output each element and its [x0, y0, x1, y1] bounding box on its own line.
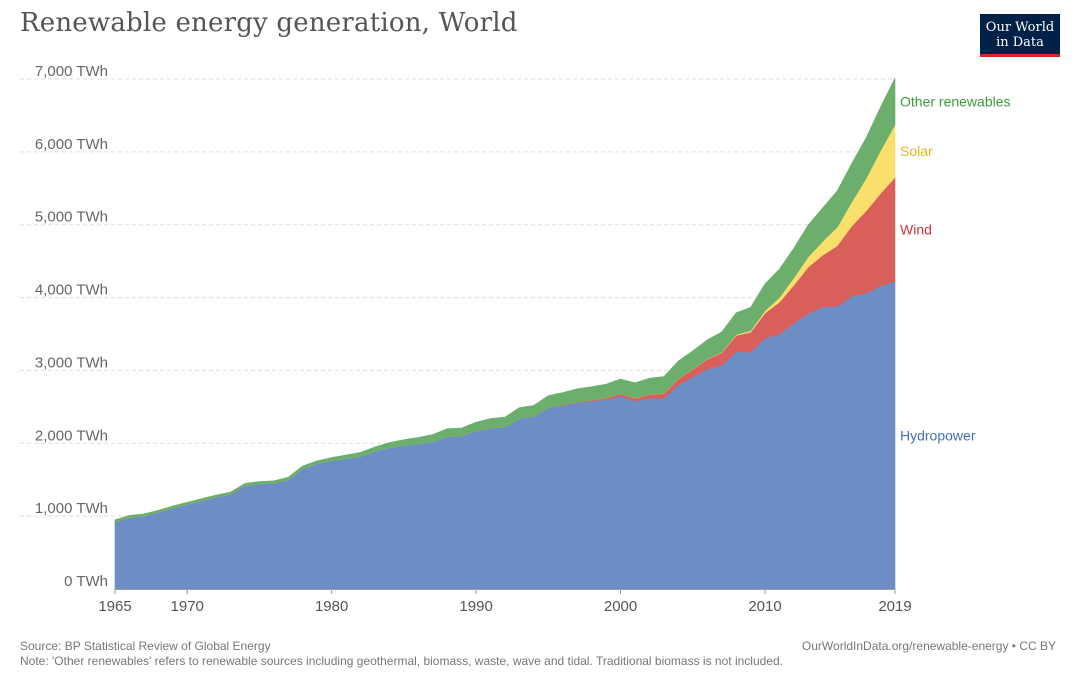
x-tick-label: 2000 [604, 598, 637, 615]
y-tick-label: 3,000 TWh [35, 354, 108, 371]
chart-title: Renewable energy generation, World [20, 8, 518, 38]
x-tick-label: 1970 [171, 598, 204, 615]
y-tick-label: 2,000 TWh [35, 427, 108, 444]
y-tick-label: 4,000 TWh [35, 282, 108, 299]
logo-line-1: Our World [985, 20, 1055, 35]
y-axis-ticks: 0 TWh 1,000 TWh 2,000 TWh 3,000 TWh 4,000 TW… [35, 63, 108, 590]
footnote: Note: 'Other renewables' refers to renew… [20, 654, 783, 668]
series-labels: Other renewables Solar Wind Hydropower [900, 93, 1011, 443]
series-label-other-renewables: Other renewables [900, 93, 1011, 109]
y-tick-label: 7,000 TWh [35, 63, 108, 80]
y-tick-label: 1,000 TWh [35, 500, 108, 517]
y-tick-label: 6,000 TWh [35, 136, 108, 153]
x-axis-ticks: 1965 1970 1980 1990 2000 2010 2019 [98, 589, 912, 615]
stacked-areas [114, 77, 896, 590]
source-note: Source: BP Statistical Review of Global … [20, 639, 271, 653]
series-label-hydropower: Hydropower [900, 427, 976, 443]
x-tick-label: 1990 [459, 598, 492, 615]
x-tick-label: 1980 [315, 598, 348, 615]
series-label-wind: Wind [900, 221, 932, 237]
y-tick-label: 0 TWh [64, 573, 108, 590]
series-label-solar: Solar [900, 143, 933, 159]
logo-line-2: in Data [996, 35, 1044, 50]
x-tick-label: 2019 [878, 598, 911, 615]
owid-logo[interactable]: Our World in Data [980, 14, 1060, 57]
x-tick-label: 1965 [98, 598, 131, 615]
area-other-renewables[interactable] [114, 77, 896, 523]
y-tick-label: 5,000 TWh [35, 209, 108, 226]
credit-link[interactable]: OurWorldInData.org/renewable-energy • CC… [801, 639, 1056, 653]
x-tick-label: 2010 [748, 598, 781, 615]
